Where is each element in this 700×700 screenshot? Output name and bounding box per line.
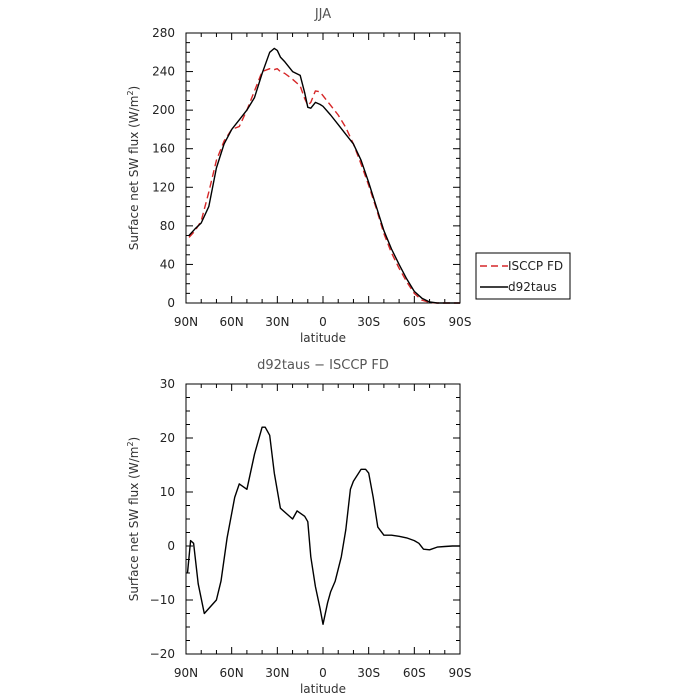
x-tick-label: 90N: [174, 315, 198, 329]
y-tick-label: 200: [152, 103, 175, 117]
plot-frame: [185, 32, 461, 304]
x-tick-label: 60N: [220, 666, 244, 680]
y-tick-label: 0: [167, 296, 175, 310]
x-tick-label: 0: [319, 666, 327, 680]
y-tick-label: 10: [160, 485, 175, 499]
x-tick-label: 30N: [265, 666, 289, 680]
top-panel: JJA 0 40 80 120 160 200 240 280 90N 60N 30N 0 30S 60S 9…: [126, 7, 571, 345]
x-tick-label: 90N: [174, 666, 198, 680]
x-tick-label: 30S: [357, 315, 380, 329]
y-tick-label: 30: [160, 377, 175, 391]
y-tick-label: 0: [167, 539, 175, 553]
chart-title: JJA: [314, 7, 331, 22]
legend-label: d92taus: [508, 280, 557, 294]
y-tick-label: 40: [160, 257, 175, 271]
chart-title: d92taus − ISCCP FD: [257, 358, 389, 373]
y-tick-label: −20: [150, 647, 175, 661]
x-axis-label: latitude: [300, 331, 346, 345]
series-line-d92taus: [188, 47, 460, 304]
x-tick-label: 30N: [265, 315, 289, 329]
plot-frame: [185, 383, 461, 655]
y-axis-label: Surface net SW flux (W/m2): [126, 437, 141, 601]
x-tick-label: 0: [319, 315, 327, 329]
y-tick-label: −10: [150, 593, 175, 607]
x-tick-label: 60S: [403, 315, 426, 329]
legend-label: ISCCP FD: [508, 259, 563, 273]
x-tick-label: 30S: [357, 666, 380, 680]
y-tick-label: 240: [152, 65, 175, 79]
series-line-isccp-fd: [188, 67, 460, 304]
y-tick-label: 20: [160, 431, 175, 445]
bottom-panel: d92taus − ISCCP FD −20 −10 0 10 20 30 90N 60N 30N…: [126, 358, 471, 696]
y-tick-label: 80: [160, 219, 175, 233]
y-tick-label: 280: [152, 26, 175, 40]
x-axis-label: latitude: [300, 682, 346, 696]
y-tick-label: 160: [152, 142, 175, 156]
y-axis-label: Surface net SW flux (W/m2): [126, 86, 141, 250]
x-tick-label: 60S: [403, 666, 426, 680]
series-line-difference: [186, 426, 460, 625]
x-tick-label: 90S: [449, 666, 472, 680]
y-tick-label: 120: [152, 180, 175, 194]
x-tick-label: 60N: [220, 315, 244, 329]
legend-box: [475, 252, 571, 300]
x-tick-label: 90S: [449, 315, 472, 329]
